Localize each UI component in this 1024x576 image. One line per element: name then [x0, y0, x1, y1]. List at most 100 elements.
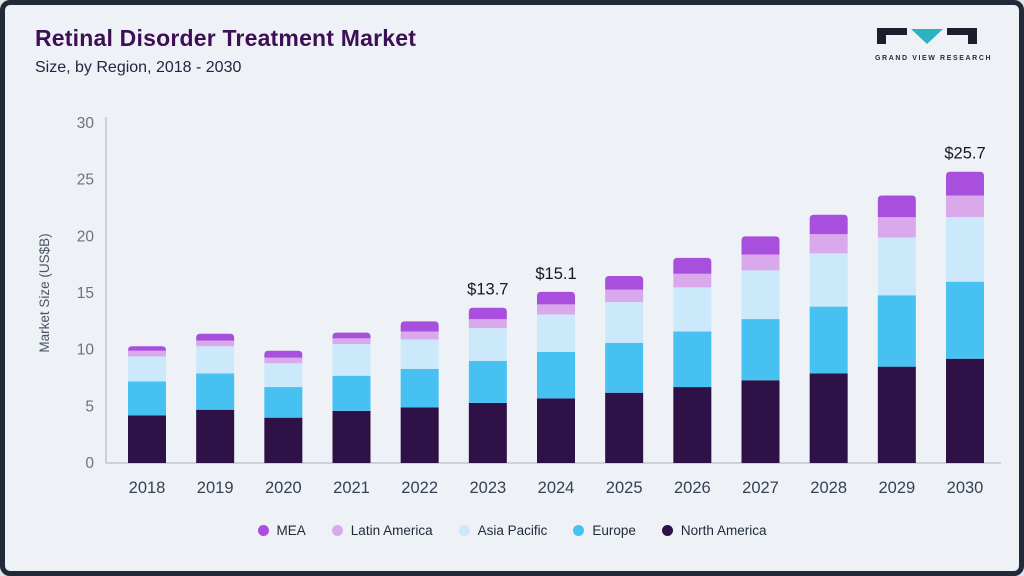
bar-segment-latin-america-2029	[877, 217, 916, 238]
grand-view-research-logo: GRAND VIEW RESEARCH	[875, 27, 993, 62]
bar-segment-mea-2019	[196, 333, 235, 341]
bar-segment-mea-2029	[877, 195, 916, 218]
bar-segment-asia-pacific-2029	[877, 237, 916, 296]
bar-segment-north-america-2020	[264, 417, 303, 463]
legend-label: Latin America	[350, 522, 433, 538]
legend-label: Europe	[592, 522, 636, 538]
bar-segment-europe-2030	[946, 281, 984, 359]
bar-segment-latin-america-2025	[605, 289, 644, 303]
bar-segment-north-america-2026	[673, 387, 712, 463]
x-tick-label: 2019	[197, 479, 234, 497]
bar-segment-latin-america-2026	[673, 273, 712, 288]
x-tick-label: 2029	[878, 479, 915, 497]
bar-segment-mea-2024	[537, 291, 575, 305]
bar-segment-mea-2027	[741, 236, 780, 255]
x-tick-label: 2025	[606, 479, 643, 497]
legend-label: MEA	[276, 522, 306, 538]
chart-legend: MEA Latin America Asia Pacific Europe North …	[5, 513, 1019, 547]
x-tick-label: 2028	[810, 479, 847, 497]
page-title: Retinal Disorder Treatment Market	[35, 25, 417, 51]
legend-dot-icon	[661, 524, 673, 536]
bar-segment-asia-pacific-2021	[332, 344, 371, 376]
bar-segment-asia-pacific-2025	[605, 302, 644, 343]
bar-segment-europe-2020	[264, 387, 303, 418]
legend-label: North America	[680, 522, 767, 538]
logo-text: GRAND VIEW RESEARCH	[875, 55, 993, 62]
legend-dot-icon	[257, 524, 269, 536]
bar-segment-latin-america-2018	[128, 350, 166, 357]
bar-segment-europe-2018	[128, 381, 166, 416]
bar-value-annotation: $15.1	[535, 265, 576, 283]
x-tick-label: 2020	[265, 479, 302, 497]
stacked-bar-chart: 0 5 10 15 20 25 30 Market Size (US$B) 2018 2019 20…	[9, 103, 1019, 505]
y-tick-label: 5	[85, 398, 94, 415]
x-tick-label: 2021	[333, 479, 370, 497]
bar-segment-mea-2020	[264, 350, 303, 358]
bar-segment-europe-2022	[400, 368, 439, 408]
bar-segment-europe-2023	[468, 361, 507, 403]
legend-item-mea: MEA	[257, 522, 306, 538]
chart-header: Retinal Disorder Treatment Market Size, …	[35, 25, 993, 95]
bar-segment-north-america-2021	[332, 410, 371, 463]
x-tick-label: 2022	[401, 479, 438, 497]
bar-segment-mea-2025	[605, 276, 644, 290]
bar-segment-europe-2025	[605, 342, 644, 393]
legend-dot-icon	[331, 524, 343, 536]
bar-segment-asia-pacific-2028	[809, 253, 848, 307]
bar-segment-latin-america-2019	[196, 340, 235, 347]
bar-value-annotation: $13.7	[467, 281, 508, 299]
bar-segment-europe-2028	[809, 306, 848, 374]
x-tick-label: 2023	[469, 479, 506, 497]
bar-segment-latin-america-2022	[400, 331, 439, 340]
legend-label: Asia Pacific	[477, 522, 548, 538]
legend-item-latin-america: Latin America	[331, 522, 433, 538]
bar-segment-north-america-2025	[605, 392, 644, 463]
bar-segment-north-america-2024	[537, 398, 575, 463]
bar-value-annotation: $25.7	[944, 145, 985, 163]
bar-segment-mea-2026	[673, 257, 712, 274]
x-tick-label: 2024	[538, 479, 575, 497]
y-tick-label: 10	[77, 342, 95, 359]
bar-segment-asia-pacific-2022	[400, 339, 439, 369]
x-tick-label: 2027	[742, 479, 779, 497]
logo-mark-icon	[877, 28, 977, 44]
bar-segment-north-america-2022	[400, 407, 439, 463]
legend-item-north-america: North America	[661, 522, 767, 538]
x-tick-label: 2018	[129, 479, 166, 497]
bar-segment-europe-2024	[537, 351, 575, 399]
bar-segment-north-america-2019	[196, 409, 235, 463]
bar-segment-asia-pacific-2030	[946, 217, 984, 282]
bar-segment-mea-2018	[128, 346, 166, 351]
x-tick-label: 2026	[674, 479, 711, 497]
bar-segment-mea-2021	[332, 332, 371, 339]
y-tick-label: 15	[77, 285, 94, 302]
bar-segment-mea-2030	[946, 171, 984, 196]
bar-segment-latin-america-2023	[468, 319, 507, 329]
bar-segment-latin-america-2027	[741, 254, 780, 271]
bar-segment-latin-america-2021	[332, 338, 371, 344]
bar-segment-mea-2023	[468, 307, 507, 320]
bar-segment-north-america-2028	[809, 373, 848, 463]
y-tick-label: 25	[77, 172, 94, 189]
x-tick-label: 2030	[947, 479, 984, 497]
legend-dot-icon	[458, 524, 470, 536]
bar-segment-north-america-2030	[946, 358, 984, 463]
bar-segment-asia-pacific-2020	[264, 363, 303, 388]
bar-segment-asia-pacific-2027	[741, 270, 780, 320]
bar-segment-europe-2026	[673, 331, 712, 388]
bar-segment-europe-2019	[196, 373, 235, 410]
bar-segment-north-america-2027	[741, 380, 780, 463]
legend-item-asia-pacific: Asia Pacific	[458, 522, 548, 538]
legend-item-europe: Europe	[573, 523, 636, 538]
y-tick-label: 30	[77, 115, 95, 132]
bar-segment-europe-2027	[741, 319, 780, 381]
legend-dot-icon	[573, 524, 585, 536]
bar-segment-asia-pacific-2018	[128, 356, 166, 382]
bar-segment-mea-2028	[809, 214, 848, 235]
bar-segment-north-america-2029	[877, 366, 916, 463]
bar-segment-latin-america-2020	[264, 357, 303, 364]
bar-segment-mea-2022	[400, 321, 439, 332]
bar-segment-asia-pacific-2023	[468, 328, 507, 361]
bar-segment-asia-pacific-2024	[537, 314, 575, 352]
